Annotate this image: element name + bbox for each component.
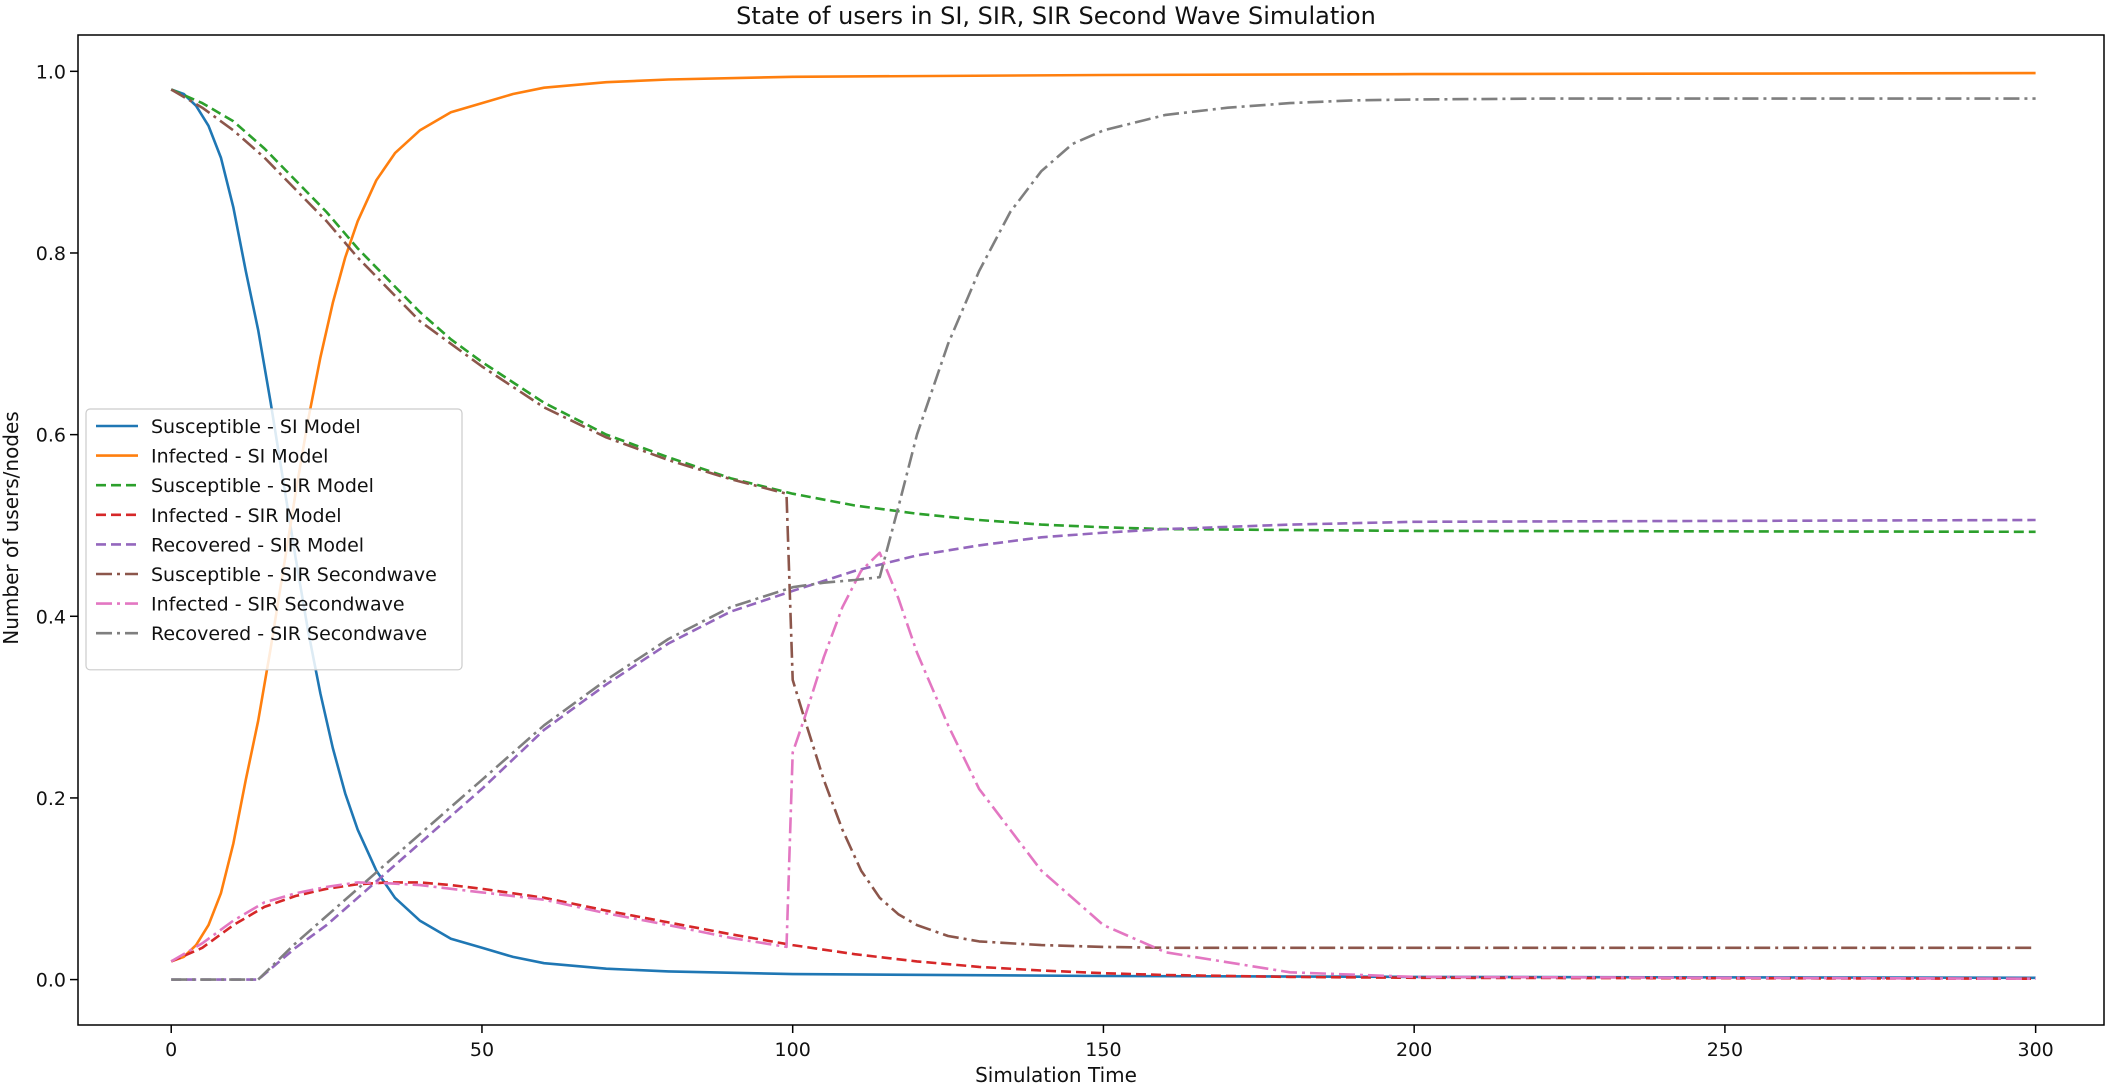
series-lines: [170, 71, 2036, 981]
legend-label: Infected - SIR Secondwave: [151, 594, 405, 616]
legend-label: Infected - SIR Model: [151, 505, 342, 527]
x-axis-label: Simulation Time: [975, 1063, 1137, 1087]
legend-label: Recovered - SIR Model: [151, 534, 364, 556]
legend-label: Susceptible - SIR Model: [151, 475, 374, 497]
chart-title: State of users in SI, SIR, SIR Second Wa…: [736, 2, 1376, 30]
legend-label: Susceptible - SIR Secondwave: [151, 564, 437, 586]
y-tick-label: 0.6: [36, 425, 66, 447]
y-tick-label: 0.0: [36, 970, 66, 992]
plot-area: [77, 34, 2105, 1026]
legend: Susceptible - SI Model Infected - SI Mode…: [85, 408, 463, 671]
legend-box: [85, 408, 463, 671]
x-tick-label: 300: [2018, 1039, 2054, 1061]
y-axis-label: Number of users/nodes: [0, 411, 23, 644]
series-line-susceptible-sir-model: [170, 88, 2036, 534]
axis-ticks: 0 50 100 150 200 250 300 0.0 0.2 0.4 0.6 0.8 1.0: [36, 61, 2054, 1061]
series-line-susceptible-si-model: [170, 88, 2036, 980]
x-tick-label: 200: [1396, 1039, 1432, 1061]
y-tick-label: 0.4: [36, 606, 66, 628]
x-tick-label: 250: [1707, 1039, 1743, 1061]
y-tick-label: 0.8: [36, 243, 66, 265]
series-line-infected-sir-secondwave: [170, 551, 2036, 981]
legend-label: Infected - SI Model: [151, 446, 328, 468]
y-tick-label: 0.2: [36, 788, 66, 810]
series-line-recovered-sir-model: [171, 518, 2036, 981]
axes-frame: [77, 34, 2105, 1026]
series-line-susceptible-sir-secondwave: [170, 88, 2036, 950]
series-line-infected-si-model: [170, 71, 2036, 963]
legend-label: Recovered - SIR Secondwave: [151, 623, 427, 645]
x-tick-label: 50: [470, 1039, 494, 1061]
legend-label: Susceptible - SI Model: [151, 416, 361, 438]
series-line-recovered-sir-secondwave: [171, 97, 2036, 981]
x-tick-label: 150: [1085, 1039, 1121, 1061]
y-tick-label: 1.0: [36, 61, 66, 83]
x-tick-label: 100: [775, 1039, 811, 1061]
x-tick-label: 0: [165, 1039, 177, 1061]
series-line-infected-sir-model: [170, 881, 2036, 981]
